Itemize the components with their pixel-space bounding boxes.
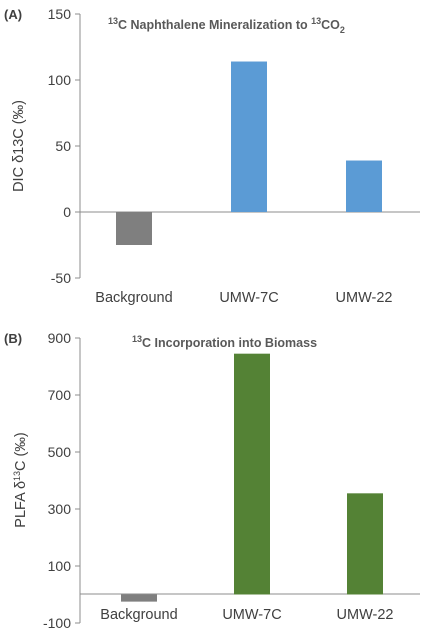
panel-a-bar-umw-22 [346,160,382,212]
panel-a-bar-background [116,212,152,245]
panel-b-ylabel: PLFA δ13C (‰) [12,432,29,527]
panel-a-ytick-label: 100 [48,72,72,88]
panel-b-title-main: C Incorporation into Biomass [142,336,317,350]
panel-a-category-label: UMW-7C [219,290,278,306]
panel-b-title-sup1: 13 [132,334,142,344]
panel-b-category-label: Background [100,607,177,623]
panel-a-ylabel: DIC δ13C (‰) [11,100,27,192]
panel-b-ytick-label: 700 [48,387,72,403]
panel-b-label: (B) [4,331,22,346]
panel-a-ylabel-pre: DIC δ13C (‰) [11,100,27,192]
panel-b-bars [121,353,383,602]
panel-b-y-ticks: -100 100 300 500 700 900 [43,330,80,631]
panel-a-label: (A) [4,7,22,22]
panel-b-ylabel-post: C (‰) [13,432,29,471]
panel-a-ytick-label: 0 [63,204,71,220]
panel-b-ylabel-pre: PLFA δ [13,481,29,528]
panel-a-ytick-label: -50 [51,270,71,286]
panel-a-categories: Background UMW-7C UMW-22 [95,290,392,306]
panel-a-title-main: C Naphthalene Mineralization to [118,18,311,32]
panel-a-bar-umw-7c [231,61,267,212]
panel-b-bar-umw-22 [347,493,383,595]
panel-b-ytick-label: 100 [48,558,72,574]
panel-a-title-sup2: 13 [311,16,321,26]
panel-a-title: 13C Naphthalene Mineralization to 13CO2 [108,16,345,35]
panel-a-title-post: CO [321,18,340,32]
panel-b-ytick-label: -100 [43,615,71,631]
panel-b-category-label: UMW-22 [337,607,394,623]
panel-a-chart: (A) 13C Naphthalene Mineralization to 13… [4,6,420,306]
panel-a-title-sub: 2 [340,25,345,35]
panel-a-bars [116,61,382,245]
panel-b-chart: (B) 13C Incorporation into Biomass PLFA … [4,330,420,631]
panel-b-title: 13C Incorporation into Biomass [132,334,317,350]
panel-a-ytick-label: 150 [48,6,72,22]
panel-b-category-label: UMW-7C [222,607,281,623]
panel-a-y-ticks: -50 0 50 100 150 [48,6,80,286]
panel-b-categories: Background UMW-7C UMW-22 [100,607,393,623]
panel-b-ytick-label: 500 [48,444,72,460]
panel-b-ylabel-sup: 13 [12,471,22,481]
panel-b-bar-umw-7c [234,353,270,595]
panel-b-bar-background [121,594,157,602]
panel-b-ytick-label: 300 [48,501,72,517]
panel-a-title-sup1: 13 [108,16,118,26]
panel-a-category-label: Background [95,290,172,306]
panel-b-ytick-label: 900 [48,330,72,346]
panel-a-ytick-label: 50 [55,138,71,154]
panel-a-category-label: UMW-22 [336,290,393,306]
